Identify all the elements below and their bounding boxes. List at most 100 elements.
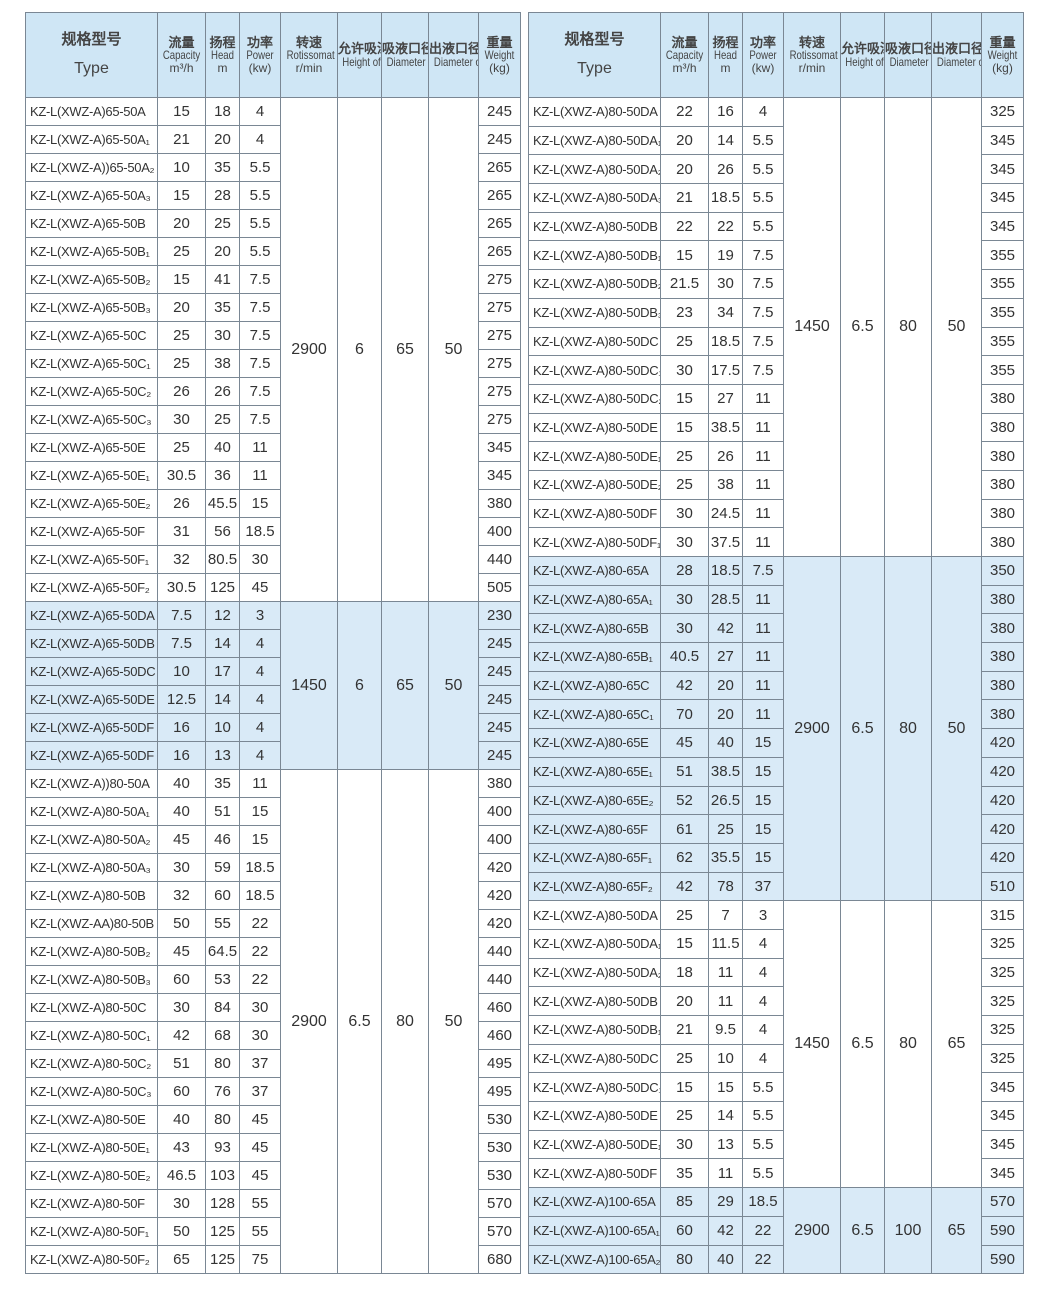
cell-weight: 380 — [981, 412, 1024, 443]
cell-capacity: 15 — [660, 383, 709, 414]
cell-power: 11 — [239, 461, 281, 490]
cell-power: 11 — [742, 699, 784, 730]
cell-head: 80.5 — [205, 545, 240, 574]
cell-head: 40 — [708, 1244, 743, 1275]
cell-head: 38.5 — [708, 756, 743, 787]
table-row: KZ-L(XWZ-A)65-50DB 7.5 14 4 245 — [25, 629, 521, 658]
header-suction-en: Height of Suciton — [342, 54, 381, 69]
cell-type: KZ-L(XWZ-A)65-50E₂ — [25, 489, 158, 518]
header-type: 规格型号 Type — [25, 12, 158, 98]
cell-head: 13 — [205, 741, 240, 770]
cell-head: 22 — [708, 211, 743, 242]
cell-capacity: 30 — [660, 527, 709, 557]
cell-type: KZ-L(XWZ-A)65-50A₃ — [25, 181, 158, 210]
cell-power: 7.5 — [239, 293, 281, 322]
header-power-cn: 功率 — [246, 34, 273, 50]
header-type-cn: 规格型号 — [61, 30, 122, 48]
cell-capacity: 30 — [660, 584, 709, 615]
header-suction: 允许吸深Height of Suciton — [337, 12, 382, 98]
cell-type: KZ-L(XWZ-A)80-50DE₂ — [528, 469, 661, 500]
cell-power: 4 — [239, 97, 281, 126]
table-row: KZ-L(XWZ-A)80-50C₂ 51 80 37 495 — [25, 1049, 521, 1078]
cell-power: 18.5 — [239, 517, 281, 546]
cell-power: 5.5 — [239, 209, 281, 238]
cell-weight: 380 — [478, 769, 521, 798]
cell-capacity: 25 — [660, 326, 709, 357]
cell-capacity: 50 — [157, 1217, 206, 1246]
header-capacity-en: Capacity — [665, 48, 704, 63]
cell-suction: 6.5 — [337, 769, 382, 1274]
cell-head: 14 — [708, 1101, 743, 1131]
table-row: KZ-L(XWZ-A)80-50DE₂ 25 38 11 380 — [528, 469, 1024, 500]
header-speed-unit: r/min — [295, 60, 323, 75]
cell-capacity: 70 — [660, 699, 709, 730]
header-row: 规格型号 Type 流量 Capacity m³/h 扬程 Head m 功率 Power (kw)… — [25, 12, 521, 98]
cell-type: KZ-L(XWZ-A)65-50B₂ — [25, 265, 158, 294]
spec-table-right: 规格型号 Type 流量 Capacity m³/h 扬程 Head m 功率 Power (kw)… — [528, 12, 1024, 1275]
cell-head: 64.5 — [205, 937, 240, 966]
cell-power: 4 — [239, 713, 281, 742]
header-speed-cn: 转速 — [798, 34, 825, 50]
cell-capacity: 40 — [157, 769, 206, 798]
cell-type: KZ-L(XWZ-A)80-50DA₁ — [528, 125, 661, 156]
cell-inlet: 80 — [884, 97, 932, 557]
cell-capacity: 45 — [157, 825, 206, 854]
cell-power: 45 — [239, 1161, 281, 1190]
cell-power: 11 — [742, 584, 784, 615]
cell-inlet: 80 — [884, 900, 932, 1189]
cell-speed: 2900 — [783, 555, 841, 902]
cell-capacity: 15 — [660, 1072, 709, 1103]
cell-capacity: 25 — [660, 1101, 709, 1131]
cell-power: 4 — [239, 125, 281, 154]
cell-capacity: 62 — [660, 842, 709, 873]
table-row: KZ-L(XWZ-A)65-50F 31 56 18.5 400 — [25, 517, 521, 546]
cell-power: 7.5 — [742, 240, 784, 271]
cell-capacity: 7.5 — [157, 601, 206, 630]
cell-inlet: 100 — [884, 1187, 932, 1275]
header-power-en: Power — [749, 48, 777, 63]
cell-power: 5.5 — [742, 211, 784, 242]
cell-capacity: 15 — [157, 181, 206, 210]
cell-weight: 380 — [981, 441, 1024, 471]
cell-power: 15 — [239, 489, 281, 518]
cell-weight: 345 — [981, 211, 1024, 242]
cell-weight: 530 — [478, 1133, 521, 1162]
cell-weight: 420 — [981, 756, 1024, 787]
cell-outlet: 50 — [428, 601, 479, 770]
cell-type: KZ-L(XWZ-A))80-50A — [25, 769, 158, 798]
cell-type: KZ-L(XWZ-A)80-50DB — [528, 211, 661, 242]
cell-power: 11 — [239, 769, 281, 798]
cell-head: 42 — [708, 613, 743, 644]
table-row: KZ-L(XWZ-A)80-50A₁ 40 51 15 400 — [25, 797, 521, 826]
cell-head: 38.5 — [708, 412, 743, 443]
cell-suction: 6.5 — [840, 555, 885, 902]
header-suction: 允许吸深Height of Suciton — [840, 12, 885, 98]
cell-head: 35.5 — [708, 842, 743, 873]
cell-head: 17 — [205, 657, 240, 686]
cell-outlet: 50 — [428, 769, 479, 1274]
cell-head: 10 — [205, 713, 240, 742]
table-row: KZ-L(XWZ-A)80-65F 61 25 15 420 — [528, 814, 1024, 844]
cell-head: 55 — [205, 909, 240, 938]
cell-power: 7.5 — [239, 349, 281, 378]
cell-weight: 345 — [981, 125, 1024, 156]
table-row: KZ-L(XWZ-A)80-50F₂ 65 125 75 680 — [25, 1245, 521, 1274]
cell-power: 22 — [239, 937, 281, 966]
cell-capacity: 16 — [157, 741, 206, 770]
cell-power: 5.5 — [742, 1158, 784, 1189]
table-row: KZ-L(XWZ-A)80-50B₃ 60 53 22 440 — [25, 965, 521, 994]
cell-power: 4 — [239, 741, 281, 770]
header-head-en: Head — [714, 48, 737, 63]
cell-power: 22 — [742, 1215, 784, 1246]
cell-weight: 355 — [981, 297, 1024, 328]
cell-head: 14 — [708, 125, 743, 156]
cell-inlet: 80 — [884, 555, 932, 902]
table-row: KZ-L(XWZ-A)65-50B₂ 15 41 7.5 275 — [25, 265, 521, 294]
cell-weight: 530 — [478, 1161, 521, 1190]
cell-weight: 245 — [478, 125, 521, 154]
cell-weight: 265 — [478, 237, 521, 266]
header-capacity-unit: m³/h — [672, 60, 697, 75]
cell-capacity: 32 — [157, 545, 206, 574]
cell-type: KZ-L(XWZ-A)80-50DC — [528, 1043, 661, 1074]
table-row: KZ-L(XWZ-A)65-50C₂ 26 26 7.5 275 — [25, 377, 521, 406]
